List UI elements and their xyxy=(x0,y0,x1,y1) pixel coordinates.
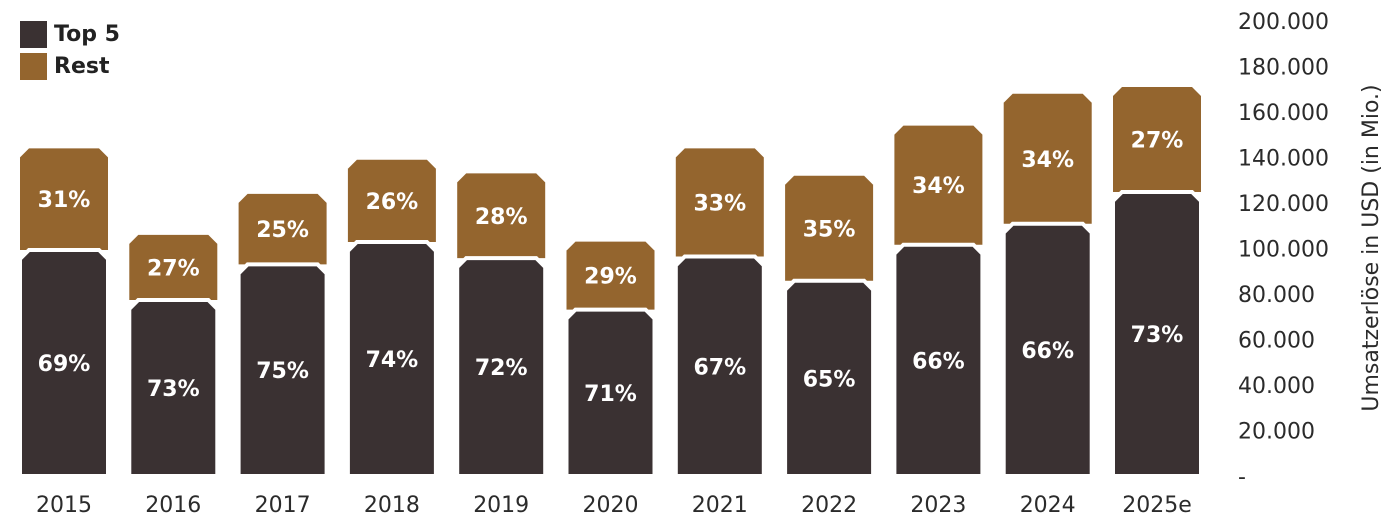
y-tick-10: 200.000 xyxy=(1238,10,1329,35)
label-top5-2022: 65% xyxy=(803,367,856,392)
bar-top5-2021 xyxy=(673,254,766,478)
legend-item-top5: Top 5 xyxy=(20,18,120,50)
bar-rest-2017 xyxy=(238,193,327,265)
y-tick-8: 160.000 xyxy=(1238,101,1329,126)
label-top5-2017: 75% xyxy=(256,359,309,384)
bar-top5-2015 xyxy=(18,247,110,478)
label-rest-2020: 29% xyxy=(584,265,637,290)
x-tick-2022: 2022 xyxy=(801,493,857,518)
x-tick-2024: 2024 xyxy=(1020,493,1076,518)
label-rest-2021: 33% xyxy=(693,191,746,216)
label-top5-2021: 67% xyxy=(693,355,746,380)
label-rest-2015: 31% xyxy=(38,188,91,213)
x-tick-2019: 2019 xyxy=(473,493,529,518)
y-tick-7: 140.000 xyxy=(1238,147,1329,172)
label-rest-2018: 26% xyxy=(366,190,419,215)
label-top5-2016: 73% xyxy=(147,377,200,402)
y-tick-3: 60.000 xyxy=(1238,329,1315,354)
bar-rest-2019 xyxy=(457,173,546,259)
label-top5-2024: 66% xyxy=(1021,339,1074,364)
y-tick-2: 40.000 xyxy=(1238,374,1315,399)
y-tick-4: 80.000 xyxy=(1238,283,1315,308)
bar-rest-2015 xyxy=(20,148,108,250)
label-rest-2017: 25% xyxy=(256,218,309,243)
label-top5-2015: 69% xyxy=(38,352,91,377)
y-tick-5: 100.000 xyxy=(1238,238,1329,263)
legend-label-top5: Top 5 xyxy=(54,21,120,47)
bar-top5-2018 xyxy=(345,239,438,478)
bar-rest-2025e xyxy=(1113,86,1201,193)
legend-label-rest: Rest xyxy=(54,53,110,79)
label-rest-2022: 35% xyxy=(803,217,856,242)
bar-rest-2024 xyxy=(1003,93,1092,224)
legend-item-rest: Rest xyxy=(20,50,120,82)
bar-rest-2021 xyxy=(675,148,764,257)
bar-rest-2022 xyxy=(785,175,874,281)
bar-top5-2023 xyxy=(892,242,985,478)
x-tick-2015: 2015 xyxy=(36,493,92,518)
label-rest-2024: 34% xyxy=(1021,148,1074,173)
x-tick-2018: 2018 xyxy=(364,493,420,518)
x-tick-2020: 2020 xyxy=(583,493,639,518)
label-top5-2023: 66% xyxy=(912,349,965,374)
bar-rest-2020 xyxy=(566,241,655,310)
bar-top5-2024 xyxy=(1001,221,1094,478)
label-top5-2019: 72% xyxy=(475,356,528,381)
label-rest-2025e: 27% xyxy=(1131,128,1184,153)
bar-top5-2017 xyxy=(236,262,329,478)
y-tick-1: 20.000 xyxy=(1238,420,1315,445)
y-tick-9: 180.000 xyxy=(1238,56,1329,81)
bar-rest-2018 xyxy=(347,159,436,242)
x-tick-2016: 2016 xyxy=(145,493,201,518)
label-top5-2018: 74% xyxy=(366,348,419,373)
y-axis-label: Umsatzerlöse in USD (in Mio.) xyxy=(1359,84,1384,411)
bar-top5-2022 xyxy=(783,278,876,478)
bar-top5-2019 xyxy=(455,256,548,478)
label-rest-2016: 27% xyxy=(147,256,200,281)
y-tick-6: 120.000 xyxy=(1238,192,1329,217)
label-rest-2019: 28% xyxy=(475,205,528,230)
legend-swatch-top5 xyxy=(20,20,47,48)
x-tick-2021: 2021 xyxy=(692,493,748,518)
bar-top5-2016 xyxy=(127,297,220,478)
label-rest-2023: 34% xyxy=(912,174,965,199)
x-tick-2023: 2023 xyxy=(910,493,966,518)
label-top5-2025e: 73% xyxy=(1131,323,1184,348)
x-tick-2025e: 2025e xyxy=(1122,493,1192,518)
bar-top5-2025e xyxy=(1111,190,1203,478)
x-tick-2017: 2017 xyxy=(255,493,311,518)
legend-swatch-rest xyxy=(20,52,47,80)
legend: Top 5 Rest xyxy=(20,18,120,82)
label-top5-2020: 71% xyxy=(584,382,637,407)
bar-top5-2020 xyxy=(564,307,657,478)
bar-rest-2016 xyxy=(129,234,218,300)
bar-rest-2023 xyxy=(894,125,983,245)
y-tick-0: - xyxy=(1238,465,1246,490)
